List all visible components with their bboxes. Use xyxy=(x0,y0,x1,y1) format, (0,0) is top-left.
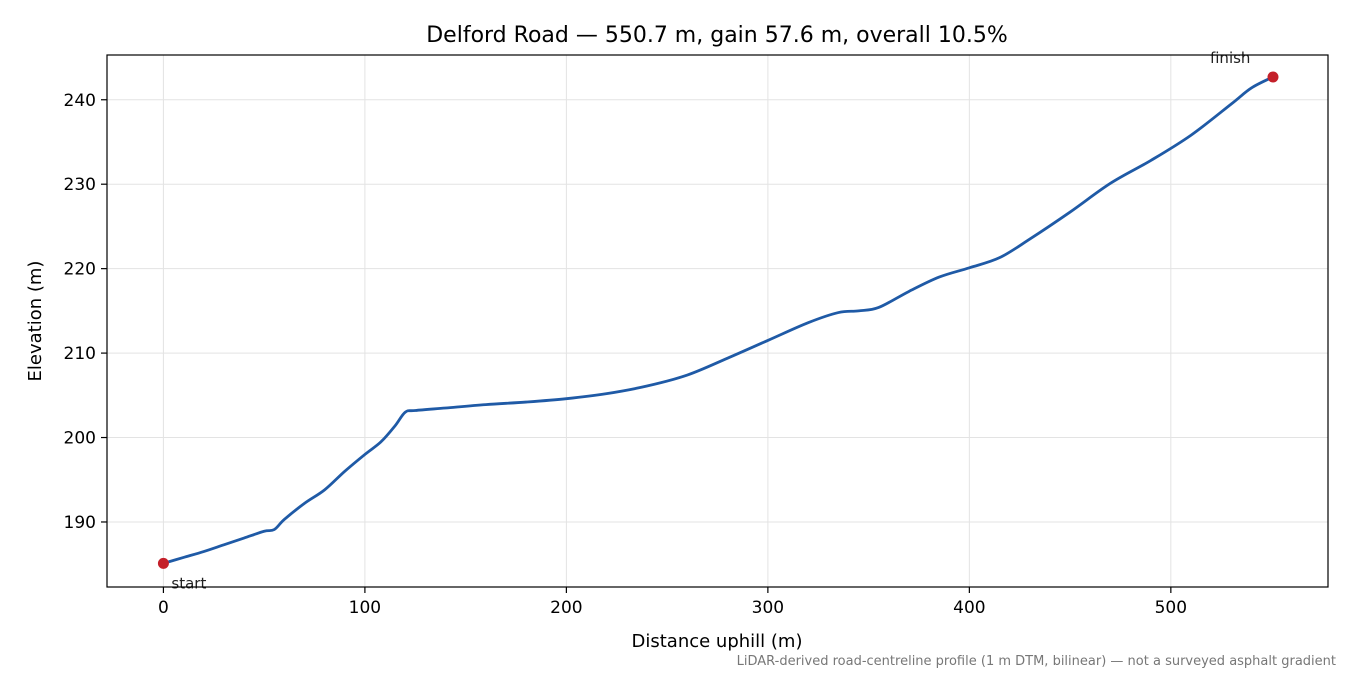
x-tick-label: 500 xyxy=(1155,598,1187,618)
chart-title: Delford Road — 550.7 m, gain 57.6 m, ove… xyxy=(426,23,1008,48)
start-label: start xyxy=(171,574,206,592)
x-tick-label: 0 xyxy=(158,598,169,618)
ticks: 0 100 200 300 400 500 190 200 210 220 230 240 xyxy=(64,91,1188,618)
y-tick-label: 210 xyxy=(64,344,96,364)
y-tick-label: 230 xyxy=(64,175,96,195)
series-layer xyxy=(162,75,1275,565)
y-tick-label: 200 xyxy=(64,429,96,449)
y-tick-label: 220 xyxy=(64,260,96,280)
footnote: LiDAR-derived road-centreline profile (1… xyxy=(737,654,1336,669)
start-marker xyxy=(157,557,169,569)
x-tick-label: 300 xyxy=(752,598,784,618)
plot-frame xyxy=(106,54,1329,588)
elevation-profile-line xyxy=(162,75,1275,565)
x-tick-label: 400 xyxy=(953,598,985,618)
y-tick-label: 240 xyxy=(64,91,96,111)
x-tick-label: 200 xyxy=(550,598,582,618)
y-axis-label: Elevation (m) xyxy=(25,261,46,382)
finish-marker xyxy=(1267,71,1279,83)
marker-layer: start finish xyxy=(157,49,1279,592)
x-axis-label: Distance uphill (m) xyxy=(632,631,803,652)
y-tick-label: 190 xyxy=(64,513,96,533)
grid xyxy=(107,55,1328,587)
x-tick-label: 100 xyxy=(349,598,381,618)
finish-label: finish xyxy=(1210,49,1250,67)
